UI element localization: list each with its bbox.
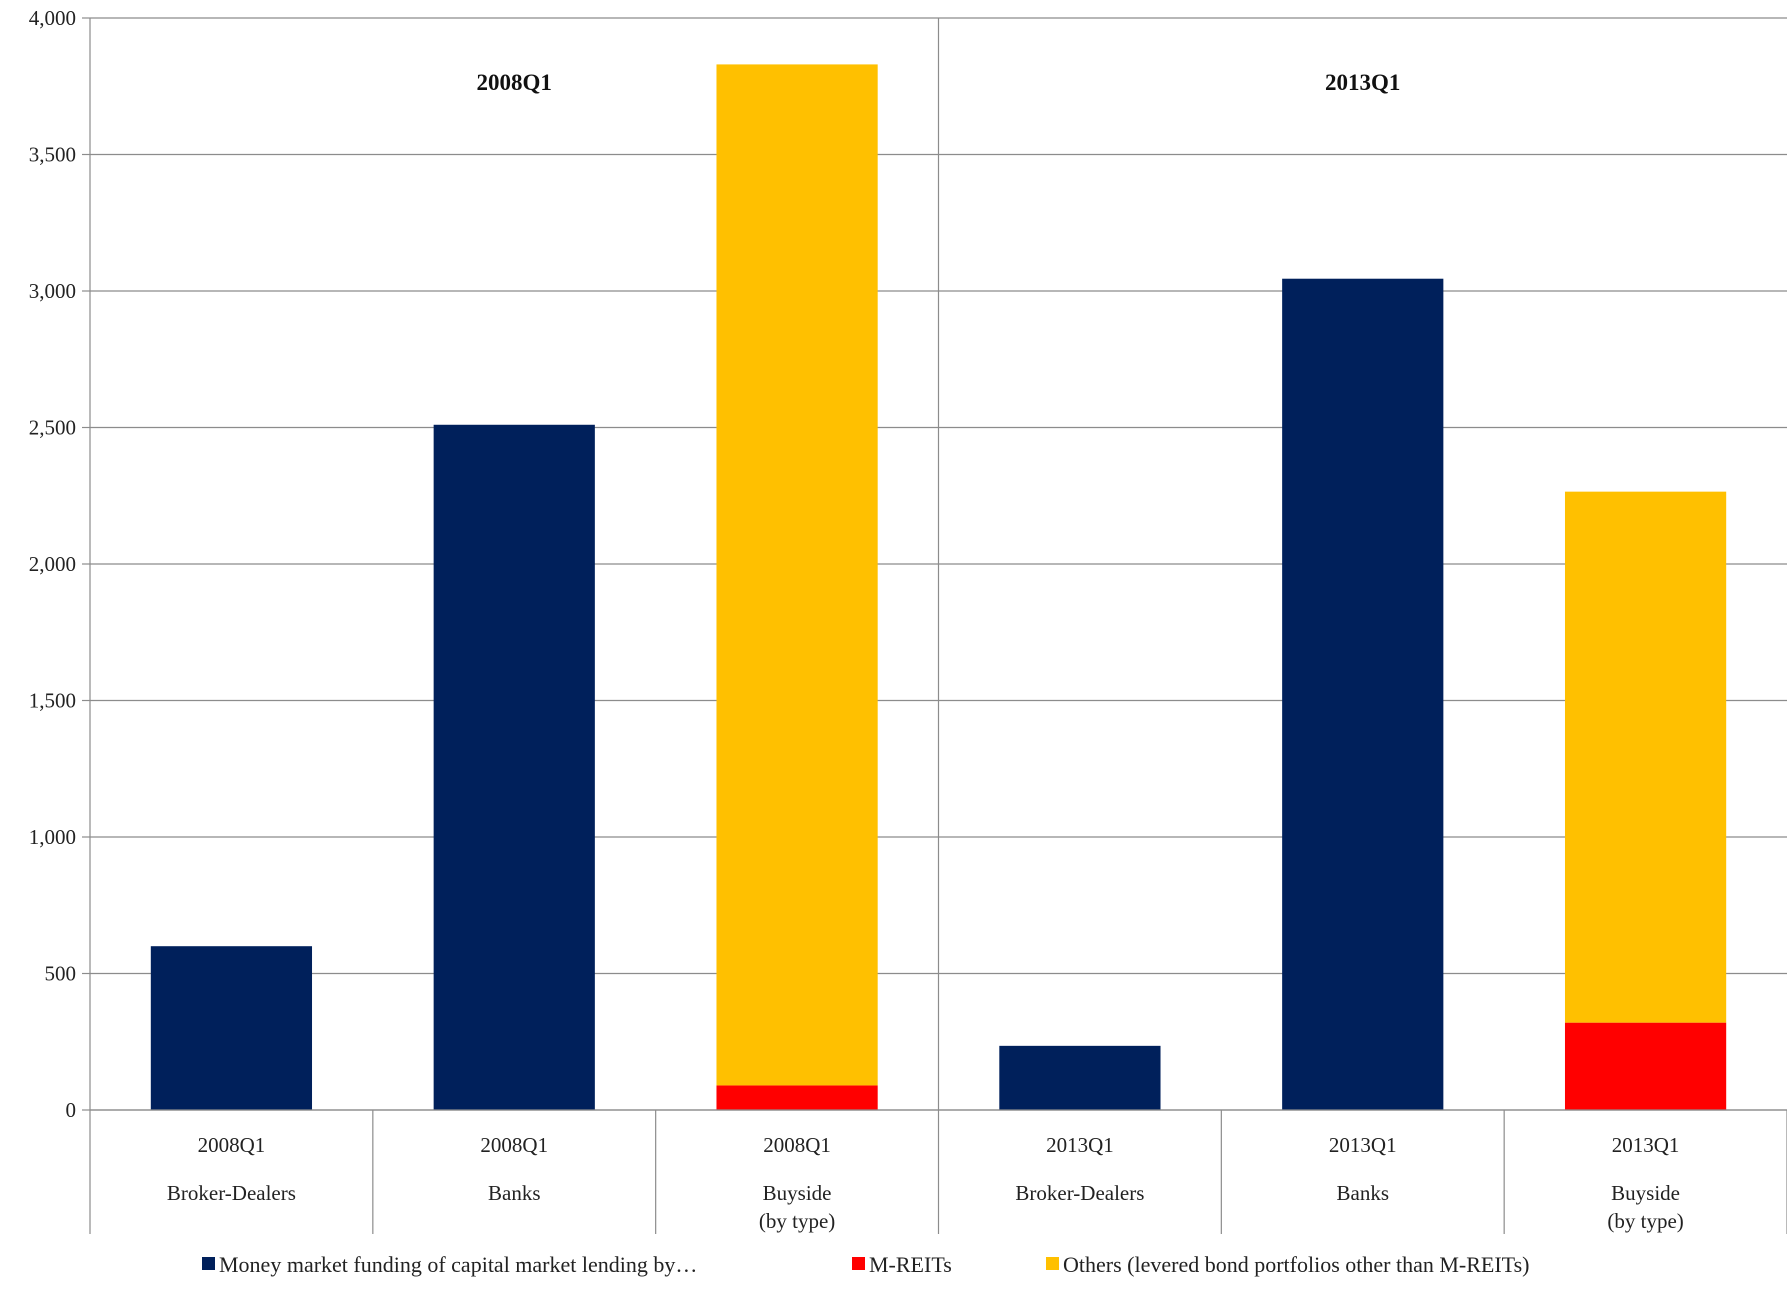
x-group-label: Buyside bbox=[763, 1181, 832, 1205]
bar-segment bbox=[150, 946, 313, 1110]
legend: Money market funding of capital market l… bbox=[202, 1252, 1529, 1277]
legend-label: Others (levered bond portfolios other th… bbox=[1063, 1252, 1529, 1277]
x-axis: 2008Q1 Broker-Dealers 2008Q1 Banks 2008Q1 Buy… bbox=[90, 1109, 1787, 1234]
y-tick-label: 500 bbox=[45, 962, 77, 986]
x-period-label: 2013Q1 bbox=[1612, 1133, 1680, 1157]
legend-swatch bbox=[1046, 1257, 1059, 1270]
bar-segment bbox=[1282, 278, 1444, 1111]
x-period-label: 2013Q1 bbox=[1046, 1133, 1114, 1157]
y-tick-label: 0 bbox=[66, 1098, 77, 1122]
x-period-label: 2013Q1 bbox=[1329, 1133, 1397, 1157]
y-tick-label: 3,000 bbox=[29, 279, 76, 303]
y-tick-label: 4,000 bbox=[29, 6, 76, 30]
x-period-label: 2008Q1 bbox=[198, 1133, 266, 1157]
bar-segment bbox=[1564, 1022, 1727, 1110]
y-tick-label: 1,500 bbox=[29, 689, 76, 713]
x-group-label: Broker-Dealers bbox=[167, 1181, 296, 1205]
gridlines bbox=[90, 17, 1787, 1111]
bar-segment bbox=[1564, 491, 1727, 1023]
x-group-label: Banks bbox=[488, 1181, 541, 1205]
legend-label: Money market funding of capital market l… bbox=[219, 1252, 697, 1277]
bar-segment bbox=[433, 424, 595, 1110]
legend-swatch bbox=[202, 1257, 215, 1270]
x-group-label: Banks bbox=[1337, 1181, 1390, 1205]
y-axis: 0 500 1,000 1,500 2,000 2,500 3,000 3,500 4,000 bbox=[29, 6, 91, 1234]
panel-labels: 2008Q1 2013Q1 bbox=[477, 70, 1401, 95]
x-period-label: 2008Q1 bbox=[480, 1133, 548, 1157]
bar-segment bbox=[999, 1045, 1161, 1110]
bar-segment bbox=[716, 1085, 878, 1110]
panel-label: 2008Q1 bbox=[477, 70, 552, 95]
x-group-label-line2: (by type) bbox=[759, 1209, 835, 1233]
panel-label: 2013Q1 bbox=[1325, 70, 1400, 95]
legend-swatch bbox=[852, 1257, 865, 1270]
y-tick-label: 2,000 bbox=[29, 552, 76, 576]
x-group-label-line2: (by type) bbox=[1607, 1209, 1683, 1233]
bar-segment bbox=[716, 64, 878, 1086]
y-tick-label: 3,500 bbox=[29, 143, 76, 167]
y-tick-label: 2,500 bbox=[29, 416, 76, 440]
x-period-label: 2008Q1 bbox=[763, 1133, 831, 1157]
y-tick-label: 1,000 bbox=[29, 825, 76, 849]
x-group-label: Buyside bbox=[1611, 1181, 1680, 1205]
x-group-label: Broker-Dealers bbox=[1015, 1181, 1144, 1205]
legend-label: M-REITs bbox=[869, 1252, 952, 1277]
bars bbox=[150, 64, 1727, 1111]
